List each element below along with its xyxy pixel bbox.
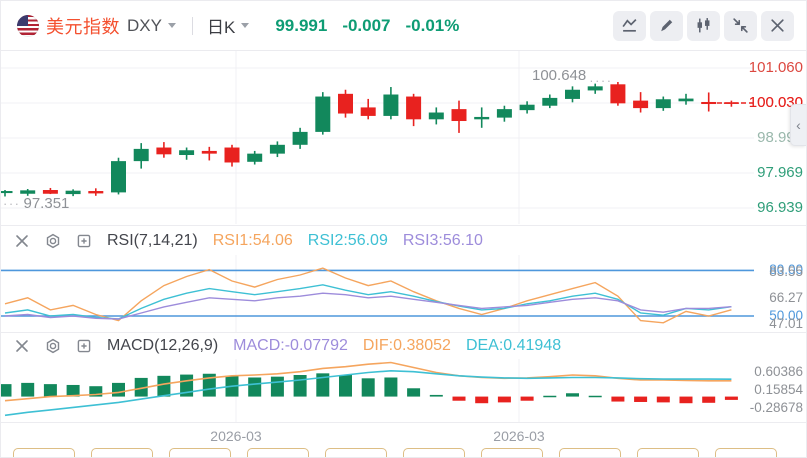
close-icon <box>771 19 784 32</box>
gear-icon <box>46 233 60 248</box>
bottom-toolbar-button[interactable] <box>13 448 75 457</box>
price-axis-label: 96.939 <box>757 199 803 217</box>
macd-scale-label: 0.15854 <box>754 382 803 397</box>
draw-button[interactable] <box>650 10 683 41</box>
close-icon <box>16 340 28 352</box>
macd-settings-button[interactable] <box>45 338 61 354</box>
macd-tools <box>14 338 92 354</box>
candlestick-icon <box>697 18 710 33</box>
rsi1-value: RSI1:54.06 <box>212 231 293 249</box>
collapse-icon <box>733 18 748 33</box>
bottom-toolbar-button[interactable] <box>403 448 465 457</box>
dea-value: DEA:0.41948 <box>465 337 562 354</box>
x-axis-label: 2026-03 <box>210 428 262 444</box>
header-divider <box>191 16 193 35</box>
bottom-toolbar-button[interactable] <box>169 448 231 457</box>
price-axis-label: 100.030 <box>748 94 803 111</box>
close-button[interactable] <box>761 10 794 41</box>
line-chart-button[interactable] <box>613 10 646 41</box>
rsi1-line <box>4 267 732 324</box>
chevron-down-icon <box>167 23 176 28</box>
price-axis-label: 97.969 <box>757 164 803 182</box>
high-annotation: 100.648 ···· <box>532 63 613 88</box>
macd-chart-canvas[interactable] <box>1 359 807 422</box>
current-price-label: 100.030 <box>748 94 803 111</box>
low-annotation: ··· 97.351 <box>3 195 69 212</box>
dif-value: DIF:0.38052 <box>362 337 451 354</box>
time-axis: 2026-03 2026-03 <box>1 422 806 445</box>
rsi3-line <box>4 292 732 320</box>
collapse-button[interactable] <box>724 10 757 41</box>
instrument-title: 美元指数 <box>46 16 120 37</box>
chart-header: 美元指数 DXY 日K 99.991 -0.007 -0.01% <box>1 1 806 51</box>
rsi-settings-button[interactable] <box>45 233 61 249</box>
rsi-add-button[interactable] <box>76 233 92 249</box>
dea-line <box>4 369 732 417</box>
dotted-leader: ··· <box>3 196 21 212</box>
chevron-down-icon <box>241 23 250 28</box>
us-flag-icon <box>17 14 39 37</box>
rsi-tools <box>14 233 92 249</box>
bottom-toolbar-button[interactable] <box>559 448 621 457</box>
macd-scale-label: -0.28678 <box>749 400 803 416</box>
macd-add-button[interactable] <box>76 338 92 354</box>
pencil-icon <box>661 19 673 32</box>
rsi3-value: RSI3:56.10 <box>402 231 483 249</box>
high-value: 100.648 <box>532 66 587 84</box>
price-axis-label: 101.060 <box>748 58 803 76</box>
plus-square-icon <box>77 339 91 353</box>
symbol-dropdown[interactable]: DXY <box>127 16 176 36</box>
plus-square-icon <box>77 234 91 247</box>
line-chart-icon <box>622 19 637 32</box>
rsi-chart-canvas[interactable] <box>1 255 807 332</box>
quote-block: 99.991 -0.007 -0.01% <box>275 16 459 36</box>
rsi-header: RSI(7,14,21) RSI1:54.06 RSI2:56.09 RSI3:… <box>1 225 806 255</box>
macd-header: MACD(12,26,9) MACD:-0.07792 DIF:0.38052 … <box>1 332 806 359</box>
rsi-level-label: 50.00 <box>769 307 803 323</box>
macd-scale-label: 0.60386 <box>754 363 803 379</box>
rsi-scale-label: 83.55 <box>769 264 803 279</box>
macd-value: MACD:-0.07792 <box>233 337 348 354</box>
period-label: 日K <box>206 18 236 37</box>
macd-indicator-name: MACD(12,26,9) <box>107 337 219 354</box>
axis-expander-tab[interactable]: ‹ <box>790 104 806 146</box>
symbol-label: DXY <box>127 15 162 35</box>
period-dropdown[interactable]: 日K <box>206 13 250 38</box>
x-axis-label: 2026-03 <box>493 428 545 444</box>
price-change: -0.007 <box>342 15 391 35</box>
bottom-toolbar-button[interactable] <box>325 448 387 457</box>
bottom-toolbar-button[interactable] <box>715 448 777 457</box>
rsi-indicator-name: RSI(7,14,21) <box>107 231 198 249</box>
rsi-scale-label: 47.01 <box>769 316 803 331</box>
gear-icon <box>46 338 60 354</box>
chevron-left-icon: ‹ <box>796 117 801 133</box>
rsi-level-label: 80.00 <box>769 262 803 278</box>
macd-close-button[interactable] <box>14 338 30 354</box>
main-chart-canvas[interactable] <box>1 51 807 224</box>
rsi-close-button[interactable] <box>14 233 30 249</box>
bottom-toolbar-button[interactable] <box>637 448 699 457</box>
bottom-toolbar-button[interactable] <box>481 448 543 457</box>
bottom-toolbar-button[interactable] <box>91 448 153 457</box>
last-price: 99.991 <box>275 15 328 35</box>
bottom-toolbar <box>1 444 806 457</box>
rsi-scale-label: 66.27 <box>769 290 803 306</box>
chart-type-button[interactable] <box>687 10 720 41</box>
header-toolbar <box>613 10 794 41</box>
price-change-pct: -0.01% <box>405 15 460 35</box>
low-value: 97.351 <box>23 195 70 213</box>
dotted-leader: ···· <box>589 72 613 88</box>
rsi2-value: RSI2:56.09 <box>307 231 388 249</box>
rsi2-line <box>4 284 732 320</box>
close-icon <box>16 234 28 247</box>
bottom-toolbar-button[interactable] <box>247 448 309 457</box>
